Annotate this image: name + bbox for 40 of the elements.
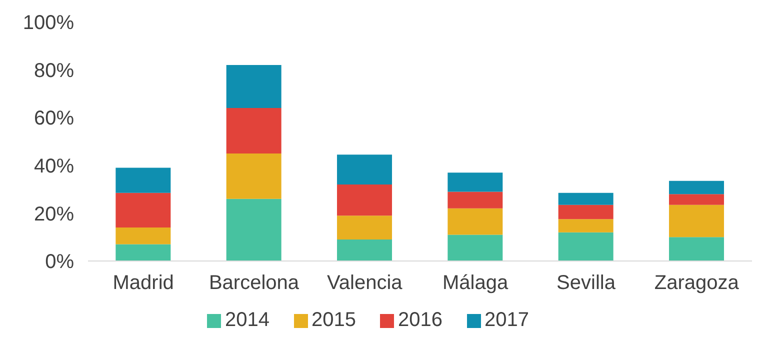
y-tick-label: 100% xyxy=(22,12,74,34)
y-tick-label: 80% xyxy=(34,60,74,82)
legend-label: 2016 xyxy=(398,309,442,331)
bar xyxy=(558,192,614,205)
y-tick-label: 40% xyxy=(34,156,74,178)
bar xyxy=(669,204,724,238)
bar xyxy=(337,154,392,185)
bar xyxy=(116,244,171,261)
bar xyxy=(337,184,392,216)
legend-label: 2017 xyxy=(484,309,529,331)
bar xyxy=(669,194,724,205)
y-tick-label: 60% xyxy=(34,108,74,130)
bar xyxy=(558,232,614,261)
bar xyxy=(337,239,392,261)
bar xyxy=(558,219,614,232)
x-tick-label: Málaga xyxy=(442,272,509,294)
bar xyxy=(226,108,282,154)
bar xyxy=(226,65,282,108)
y-tick-label: 0% xyxy=(45,251,74,274)
legend-label: 2015 xyxy=(312,309,356,331)
x-tick-label: Valencia xyxy=(327,272,404,294)
bar xyxy=(558,204,614,220)
x-tick-label: Sevilla xyxy=(556,272,616,294)
bar xyxy=(226,153,282,199)
bar xyxy=(116,228,171,244)
bar xyxy=(226,198,282,261)
bar xyxy=(116,192,171,228)
bar xyxy=(669,237,724,261)
x-tick-label: Madrid xyxy=(112,272,174,294)
bar xyxy=(448,172,503,192)
y-tick-label: 20% xyxy=(34,203,74,226)
x-tick-label: Barcelona xyxy=(208,272,300,294)
x-tick-label: Zaragoza xyxy=(654,272,740,294)
bar xyxy=(116,168,171,193)
bar xyxy=(448,192,503,208)
bar xyxy=(448,208,503,235)
legend-label: 2014 xyxy=(225,309,270,331)
bar xyxy=(337,216,392,240)
bar xyxy=(448,234,503,261)
bar xyxy=(669,180,724,194)
